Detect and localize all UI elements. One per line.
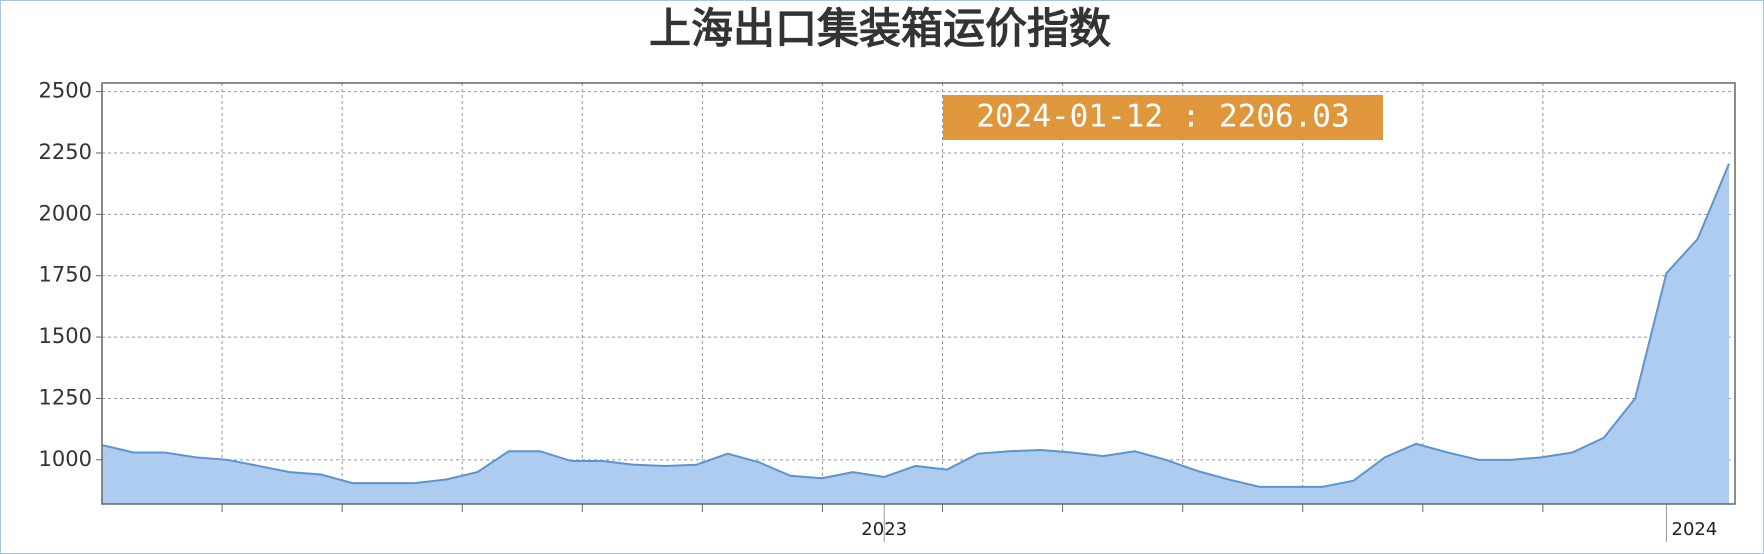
y-tick-label: 2500 bbox=[39, 79, 92, 103]
plot: 1000 1250 1500 1750 2000 2250 2500 2023 2024 bbox=[39, 79, 1736, 542]
chart-title: 上海出口集装箱运价指数 bbox=[649, 4, 1111, 53]
y-tick-label: 1000 bbox=[39, 447, 92, 471]
plot-border bbox=[101, 82, 1736, 505]
y-tick-label: 2250 bbox=[39, 140, 92, 164]
annotation: 2024-01-12 : 2206.03 bbox=[976, 99, 1349, 135]
y-tick-label: 1750 bbox=[39, 263, 92, 287]
y-tick-label: 1500 bbox=[39, 324, 92, 348]
x-tick-label: 2023 bbox=[861, 519, 907, 540]
y-tick-label: 1250 bbox=[39, 385, 92, 409]
area bbox=[102, 163, 1729, 504]
annotation-box bbox=[943, 95, 1383, 140]
line bbox=[101, 163, 1730, 488]
y-tick-label: 2000 bbox=[39, 201, 92, 225]
x-tick-label: 2024 bbox=[1672, 519, 1718, 540]
